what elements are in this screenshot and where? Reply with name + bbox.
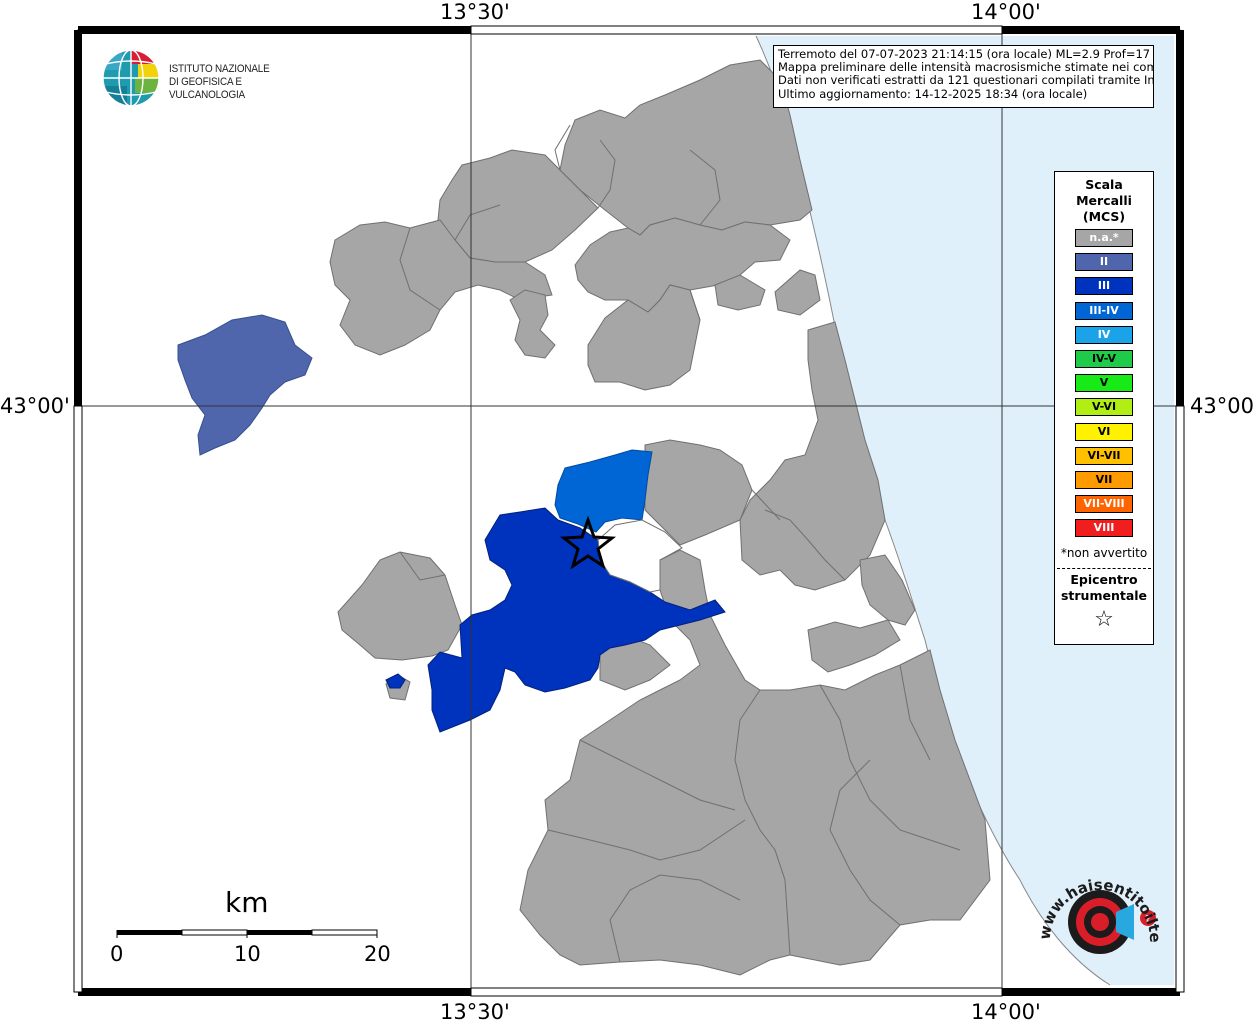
legend-item: IV-V xyxy=(1075,350,1133,368)
lon-label-bottom-1400: 14°00' xyxy=(971,1000,1041,1024)
legend-item: VI xyxy=(1075,422,1133,441)
legend-item: VI-VII xyxy=(1075,446,1133,465)
legend-title-line-3: (MCS) xyxy=(1082,209,1126,224)
scale-tick-20: 20 xyxy=(364,942,391,966)
scale-bar xyxy=(116,929,378,938)
event-info-line-3: Dati non verificati estratti da 121 ques… xyxy=(778,73,1154,88)
map-frame xyxy=(73,25,1185,997)
grid-lines xyxy=(78,30,1180,992)
logo-line-1: ISTITUTO NAZIONALE xyxy=(169,63,270,75)
legend-title: Scala Mercalli (MCS) xyxy=(1055,177,1153,225)
lon-label-bottom-1330: 13°30' xyxy=(440,1000,510,1024)
area-outline xyxy=(597,519,683,593)
lat-label-right: 43°00' xyxy=(1190,394,1256,418)
legend-epicenter-line-2: strumentale xyxy=(1060,588,1148,603)
epicenter-star xyxy=(559,515,617,570)
event-info-line-4: Ultimo aggiornamento: 14-12-2025 18:34 (… xyxy=(778,86,1088,101)
scale-tick-10: 10 xyxy=(234,942,261,966)
lon-label-top-1400: 14°00' xyxy=(971,0,1041,24)
legend-epicenter-line-1: Epicentro xyxy=(1070,572,1138,587)
legend-epicenter-label: Epicentro strumentale xyxy=(1055,572,1153,604)
lat-label-left: 43°00' xyxy=(0,394,70,418)
municipality-iii-small xyxy=(385,673,406,689)
legend-item: VIII xyxy=(1075,519,1133,538)
municipality-ii xyxy=(177,314,313,456)
legend-title-line-1: Scala xyxy=(1085,177,1123,192)
scale-tick-0: 0 xyxy=(110,942,124,966)
legend-separator xyxy=(1057,568,1151,569)
haisentito-stamp: ? www.haisentitoilterremoto.it xyxy=(1022,846,1170,980)
legend-item: V-VI xyxy=(1075,398,1133,417)
municipalities-not-felt xyxy=(329,59,991,976)
haisentito-logo-icon: ? www.haisentitoilterremoto.it xyxy=(1022,846,1164,954)
event-info-box: Terremoto del 07-07-2023 21:14:15 (ora l… xyxy=(773,45,1154,108)
svg-text:?: ? xyxy=(1145,914,1151,925)
municipality-borders xyxy=(399,124,961,963)
legend-item: V xyxy=(1075,374,1133,393)
ingv-logo: ISTITUTO NAZIONALE DI GEOFISICA E VULCAN… xyxy=(102,48,322,108)
legend-item: II xyxy=(1075,253,1133,272)
legend-item: VII-VIII xyxy=(1075,495,1133,514)
legend-item: n.a.* xyxy=(1075,229,1133,247)
legend-title-line-2: Mercalli xyxy=(1076,193,1132,208)
legend-item: III xyxy=(1075,277,1133,296)
event-info-line-1: Terremoto del 07-07-2023 21:14:15 (ora l… xyxy=(778,47,1154,61)
legend-star-icon: ☆ xyxy=(1094,607,1114,632)
legend-item: IV xyxy=(1075,325,1133,344)
logo-line-2: DI GEOFISICA E VULCANOLOGIA xyxy=(169,76,245,101)
event-info-line-2: Mappa preliminare delle intensità macros… xyxy=(778,60,1154,75)
legend-item: VII xyxy=(1075,471,1133,489)
logo-text: ISTITUTO NAZIONALE DI GEOFISICA E VULCAN… xyxy=(169,63,307,102)
legend-note: *non avvertito xyxy=(1060,546,1148,560)
lon-label-top-1330: 13°30' xyxy=(440,0,510,24)
scale-bar-title: km xyxy=(225,886,269,919)
legend-item: III-IV xyxy=(1075,301,1133,320)
mcs-legend: Scala Mercalli (MCS) n.a.* II III III-IV IV I… xyxy=(1054,171,1154,645)
municipality-iii-iv xyxy=(554,449,653,533)
globe-icon xyxy=(102,49,160,107)
